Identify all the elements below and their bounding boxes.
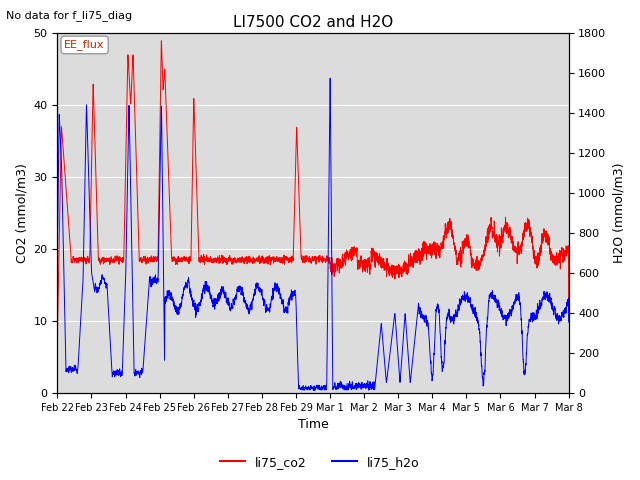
X-axis label: Time: Time <box>298 419 328 432</box>
Y-axis label: H2O (mmol/m3): H2O (mmol/m3) <box>612 163 625 263</box>
Title: LI7500 CO2 and H2O: LI7500 CO2 and H2O <box>233 15 393 30</box>
Legend: li75_co2, li75_h2o: li75_co2, li75_h2o <box>215 451 425 474</box>
Text: No data for f_li75_diag: No data for f_li75_diag <box>6 10 132 21</box>
Text: EE_flux: EE_flux <box>65 39 105 50</box>
Y-axis label: CO2 (mmol/m3): CO2 (mmol/m3) <box>15 163 28 263</box>
